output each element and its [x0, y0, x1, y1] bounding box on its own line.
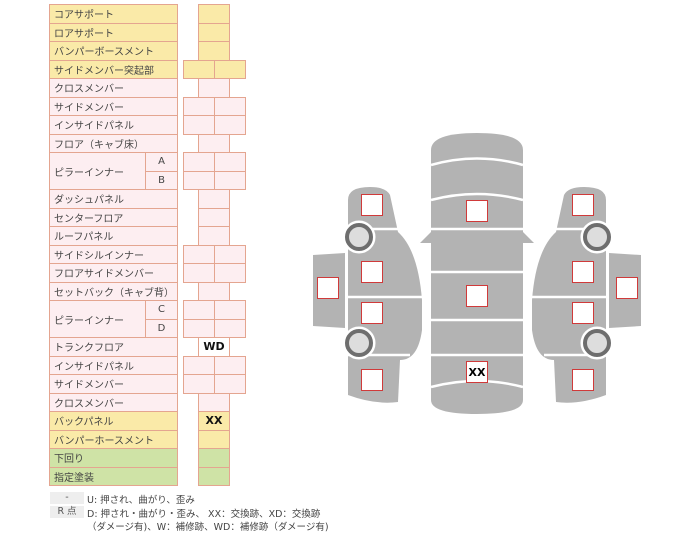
- damage-marker[interactable]: [361, 261, 383, 283]
- row-label: ピラーインナー: [49, 152, 146, 190]
- row-value-cell[interactable]: [214, 170, 246, 190]
- damage-marker[interactable]: [572, 261, 594, 283]
- damage-marker[interactable]: [572, 369, 594, 391]
- row-value-cell[interactable]: [214, 374, 246, 394]
- damage-marker[interactable]: [361, 194, 383, 216]
- damage-marker[interactable]: [361, 302, 383, 324]
- right-car-body: [532, 187, 606, 403]
- legend-text: D: 押され・曲がり・歪み、 XX：交換跡、XD：交換跡: [87, 509, 321, 520]
- center-body: [431, 133, 523, 414]
- legend-text: U: 押され、曲がり、歪み: [87, 495, 195, 506]
- damage-marker[interactable]: [572, 194, 594, 216]
- row-value-cell[interactable]: [198, 466, 230, 486]
- damage-marker[interactable]: [361, 369, 383, 391]
- row-label: 指定塗装: [49, 466, 178, 486]
- damage-marker[interactable]: XX: [466, 361, 488, 383]
- legend-key-r: R 点: [50, 506, 84, 518]
- legend-key-dash: -: [50, 492, 84, 504]
- row-value-cell[interactable]: [214, 318, 246, 338]
- left-car-body: [348, 187, 422, 403]
- damage-marker[interactable]: [616, 277, 638, 299]
- damage-marker[interactable]: [466, 285, 488, 307]
- row-label: ピラーインナー: [49, 300, 146, 338]
- row-value-cell[interactable]: [214, 59, 246, 79]
- row-value-cell[interactable]: [214, 263, 246, 283]
- damage-marker[interactable]: [572, 302, 594, 324]
- damage-marker[interactable]: [466, 200, 488, 222]
- legend-text: （ダメージ有)、W：補修跡、WD：補修跡（ダメージ有): [87, 522, 329, 533]
- damage-marker[interactable]: [317, 277, 339, 299]
- row-value-cell[interactable]: [214, 115, 246, 135]
